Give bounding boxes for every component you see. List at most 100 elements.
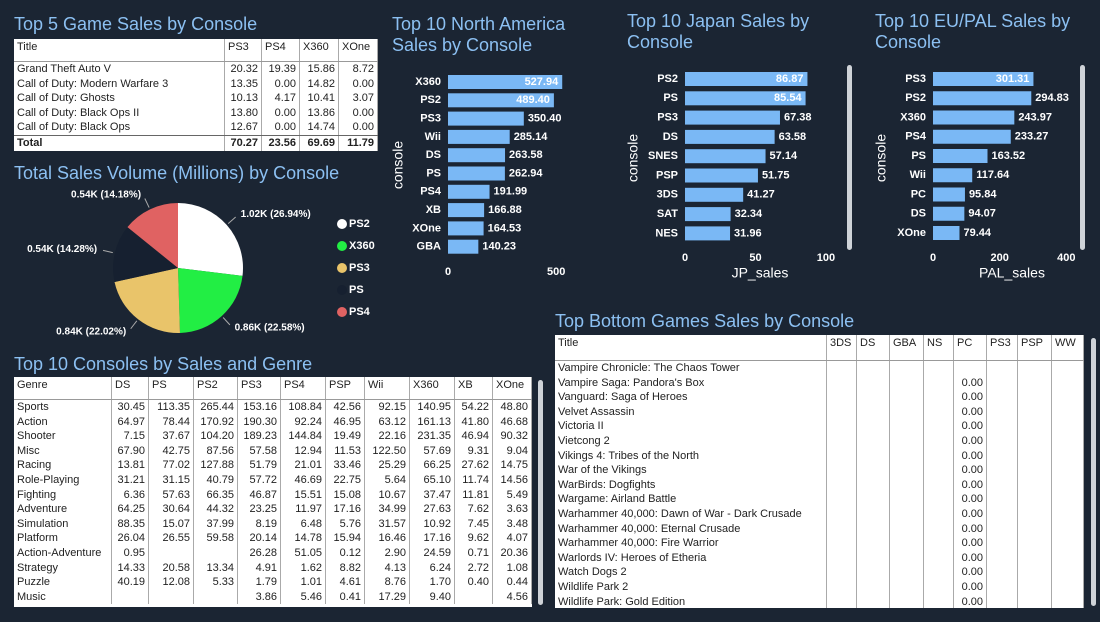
bar [448,148,506,163]
bar [933,187,965,202]
cell: 64.97 [112,414,149,430]
cell [857,521,890,537]
cell: 7.15 [112,429,149,444]
cell [890,375,924,391]
data-label: 94.07 [968,208,996,220]
header-row: Genre DS PS PS2 PS3 PS4 PSP Wii X360 XB XOne [14,377,532,400]
bar [685,168,758,183]
cell [1052,536,1084,551]
cell [857,492,890,507]
cell: Wildlife Park 2 [555,579,827,595]
data-label: 294.83 [1035,92,1069,104]
cell [987,550,1018,566]
cell: Warhammer 40,000: Dawn of War - Dark Cru… [555,506,827,522]
bar [933,110,1015,125]
cell [890,594,924,608]
cell: 26.28 [238,545,281,561]
scrollbar[interactable] [1091,338,1096,606]
cell: PC [954,335,987,360]
cell [890,506,924,522]
cell: Call of Duty: Black Ops II [14,105,225,121]
cell: 0.00 [262,76,300,92]
cell: Vanguard: Saga of Heroes [555,390,827,405]
cell: 64.25 [112,502,149,517]
cell [1052,375,1084,391]
cell: 0.00 [954,404,987,420]
scrollbar[interactable] [1080,65,1085,250]
cell: 57.58 [238,443,281,459]
cell: PS2 [194,377,238,399]
cell [827,463,857,478]
scrollbar[interactable] [538,380,543,605]
y-tick-label: PS [426,167,441,179]
cell [827,375,857,391]
cell [924,477,954,493]
cell: 21.01 [281,458,326,473]
data-label: 191.99 [494,186,528,198]
data-label: 301.31 [996,73,1030,85]
cell [827,521,857,537]
bar [933,91,1032,106]
cell: Music [14,589,112,605]
cell: 88.35 [112,516,149,532]
cell: DS [857,335,890,360]
cell [1052,448,1084,464]
x-axis-label: PAL_sales [979,265,1045,281]
legend-marker [337,263,347,273]
cell: 20.32 [225,62,262,77]
scrollbar[interactable] [847,65,852,250]
data-label: 285.14 [514,131,549,143]
cell: 13.86 [300,105,339,121]
cell [1018,463,1052,478]
cell: 0.40 [455,575,493,590]
table-row: Strategy 14.33 20.58 13.34 4.91 1.62 8.82 4.13 6… [14,560,532,576]
cell [924,521,954,537]
y-tick-label: 3DS [657,189,678,201]
cell: 0.00 [954,492,987,507]
cell: Strategy [14,560,112,576]
bar [685,187,744,202]
cell: 0.00 [339,105,378,121]
legend-marker [337,285,347,295]
cell [1052,419,1084,434]
cell [1018,419,1052,434]
table-row: Velvet Assassin 0.00 [555,404,1084,420]
bar [933,149,988,163]
y-tick-label: DS [911,208,926,220]
data-label: 527.94 [525,76,560,88]
y-tick-label: PS4 [420,186,442,198]
cell: 40.79 [194,472,238,488]
cell: 14.74 [300,120,339,135]
data-label: 31.96 [734,227,762,239]
y-tick-label: PS [911,150,926,162]
data-label: 67.38 [784,112,812,124]
cell: 51.05 [281,545,326,561]
legend-label: PS2 [349,218,370,230]
table-row: Call of Duty: Ghosts 10.13 4.17 10.41 3.07 [14,91,378,106]
cell [924,550,954,566]
cell: 0.00 [954,594,987,608]
cell: 33.46 [326,458,365,473]
cell: Vietcong 2 [555,433,827,449]
y-tick-label: PS2 [420,94,441,106]
cell: 78.44 [149,414,194,430]
table-row: Action 64.97 78.44 170.92 190.30 92.24 46.95 63… [14,414,532,430]
cell: 161.13 [410,414,455,430]
bar [933,129,1011,144]
cell: 67.90 [112,443,149,459]
cell [924,419,954,434]
cell: Vampire Chronicle: The Chaos Tower [555,361,827,376]
cell: 14.56 [493,472,532,488]
y-axis-label: console [625,134,641,182]
cell [987,506,1018,522]
legend-label: PS4 [349,306,371,318]
data-label: 166.88 [488,204,522,216]
cell: 12.08 [149,575,194,590]
cell: 92.15 [365,400,410,415]
leader-line [130,320,138,330]
cell: Warhammer 40,000: Eternal Crusade [555,521,827,537]
cell: 2.90 [365,545,410,561]
chart-title: Top 10 North America Sales by Console [392,14,566,55]
cell: 1.62 [281,560,326,576]
cell [987,579,1018,595]
